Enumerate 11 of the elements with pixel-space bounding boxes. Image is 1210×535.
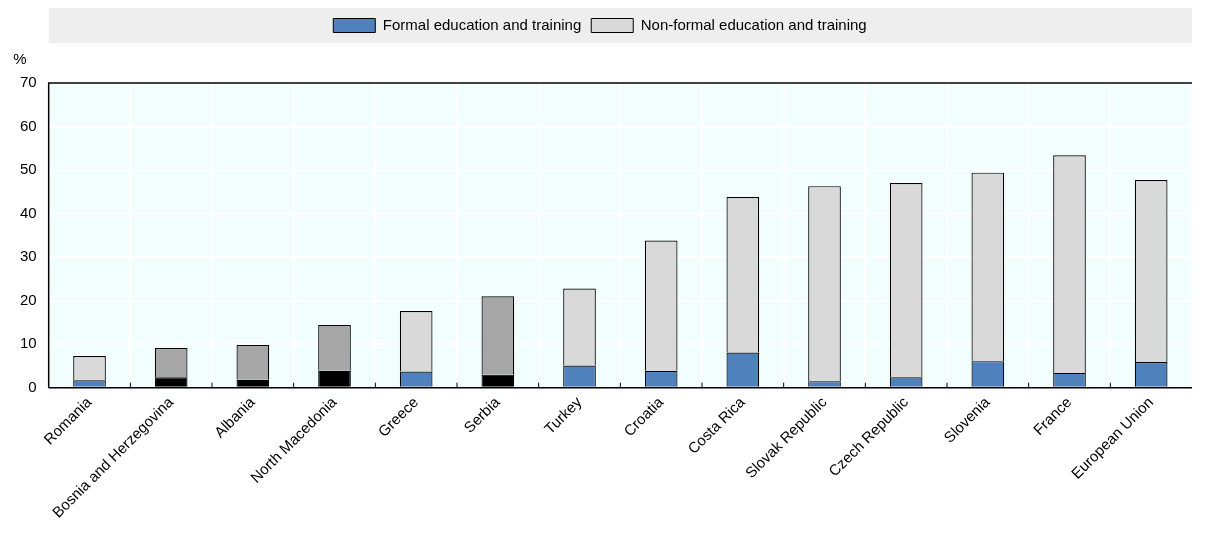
y-tick-label: 40 bbox=[20, 203, 37, 221]
y-tick-label: 10 bbox=[20, 334, 37, 352]
y-tick-label: 50 bbox=[20, 160, 37, 178]
y-tick-label: 60 bbox=[20, 116, 37, 134]
legend-label: Formal education and training bbox=[382, 15, 582, 33]
y-tick-label: 30 bbox=[20, 247, 37, 265]
y-tick-label: 70 bbox=[20, 73, 37, 91]
legend-label: Non-formal education and training bbox=[640, 15, 867, 33]
y-axis-title: % bbox=[13, 49, 27, 67]
y-tick-label: 20 bbox=[20, 290, 37, 308]
y-tick-label: 0 bbox=[28, 377, 37, 395]
